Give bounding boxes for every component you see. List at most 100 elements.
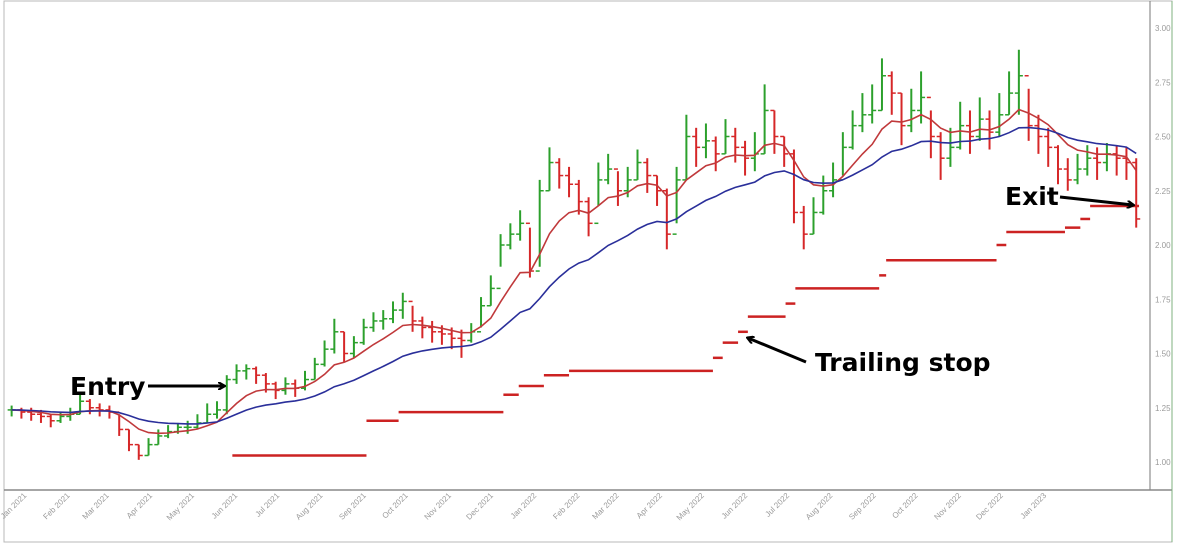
price-bar (408, 300, 417, 332)
price-bar (418, 316, 427, 339)
price-bar (457, 329, 466, 358)
price-bar (330, 318, 339, 354)
price-bar (819, 175, 828, 215)
price-bar (46, 414, 55, 428)
price-bar (692, 127, 701, 167)
price-bar (252, 366, 261, 384)
price-bar (604, 153, 613, 185)
price-bar (829, 162, 838, 198)
x-tick-label: Jun 2022 (720, 491, 750, 521)
price-bar (154, 429, 163, 446)
price-bar (848, 110, 857, 150)
price-bar (340, 331, 349, 363)
price-bar (672, 166, 681, 235)
price-bar (203, 403, 212, 424)
exit-arrow (1059, 195, 1133, 205)
price-bar (389, 301, 398, 324)
price-bar (555, 158, 564, 189)
y-tick-label: 1.25 (1155, 404, 1171, 413)
x-tick-label: Nov 2021 (423, 491, 454, 522)
price-bar (1005, 71, 1014, 116)
price-bar (124, 428, 133, 452)
x-tick-label: Aug 2021 (294, 491, 325, 522)
price-bars (7, 49, 1141, 460)
price-bar (1024, 74, 1033, 141)
outer-frame (3, 0, 1173, 543)
x-tick-label: Jan 2022 (509, 491, 539, 521)
price-bar (1112, 145, 1121, 176)
price-bar (535, 179, 544, 272)
price-bar (222, 375, 231, 415)
price-bar (379, 310, 388, 330)
x-tick-label: Oct 2021 (380, 491, 410, 521)
x-tick-label: Jul 2021 (254, 491, 282, 519)
price-bar (506, 223, 515, 250)
price-bar (144, 438, 153, 457)
price-bar (183, 420, 192, 434)
y-tick-label: 1.50 (1155, 350, 1171, 359)
x-tick-label: Nov 2022 (932, 491, 963, 522)
price-bar (516, 210, 525, 241)
x-tick-label: Dec 2022 (974, 491, 1005, 522)
price-bar (1122, 147, 1131, 180)
price-bar (56, 412, 65, 423)
price-bar (868, 84, 877, 124)
price-bar (320, 340, 329, 367)
price-bar (731, 127, 740, 163)
fast-moving-average-line (11, 108, 1137, 435)
price-bar (887, 71, 896, 115)
x-tick-label: Sep 2022 (847, 491, 878, 522)
price-bar (946, 127, 955, 167)
x-tick-label: May 2022 (675, 491, 707, 523)
y-tick-label: 2.50 (1155, 133, 1171, 142)
price-bar (496, 234, 505, 290)
price-bar (1044, 127, 1053, 167)
x-tick-label: Feb 2022 (551, 491, 582, 522)
y-tick-label: 1.00 (1155, 458, 1171, 467)
x-tick-label: Feb 2021 (41, 491, 72, 522)
y-tick-label: 2.00 (1155, 241, 1171, 250)
trailing-stop-arrow (748, 338, 807, 364)
x-tick-label: Sep 2021 (337, 491, 368, 522)
price-bar (662, 188, 671, 250)
price-bar (799, 205, 808, 250)
price-bar (359, 318, 368, 345)
y-tick-label: 2.75 (1155, 78, 1171, 87)
price-bar (995, 93, 1004, 137)
price-bar (1014, 49, 1023, 115)
price-bar (682, 114, 691, 181)
x-tick-label: Jun 2021 (210, 491, 240, 521)
price-bar (565, 166, 574, 198)
price-bar (1063, 158, 1072, 191)
price-bar (613, 168, 622, 206)
x-tick-label: Dec 2021 (464, 491, 495, 522)
x-tick-label: Oct 2022 (890, 491, 920, 521)
price-bar (134, 443, 143, 460)
price-bar (232, 364, 241, 384)
x-tick-label: Jul 2022 (763, 491, 791, 519)
price-bar (653, 174, 662, 206)
price-bar (310, 357, 319, 381)
price-bar (369, 312, 378, 332)
y-tick-label: 2.25 (1155, 187, 1171, 196)
price-bar (770, 109, 779, 154)
x-axis-ticks: Jan 2021 Feb 2021 Mar 2021 Apr 2021 May 2021… (0, 491, 1049, 523)
entry-label: Entry (70, 372, 145, 401)
price-bar (643, 158, 652, 193)
price-bar (486, 275, 495, 307)
price-bar (780, 135, 789, 167)
price-bar (477, 297, 486, 333)
price-bar (721, 119, 730, 155)
trailing-stop-series (232, 204, 1140, 457)
price-bar (349, 336, 358, 358)
price-bar (1132, 158, 1141, 228)
price-bar (877, 58, 886, 112)
price-bar (897, 92, 906, 146)
price-bar (907, 88, 916, 133)
slow-moving-average-line (11, 126, 1137, 425)
x-tick-label: May 2021 (165, 491, 197, 523)
price-bar (525, 222, 534, 278)
price-bar (1083, 145, 1092, 176)
